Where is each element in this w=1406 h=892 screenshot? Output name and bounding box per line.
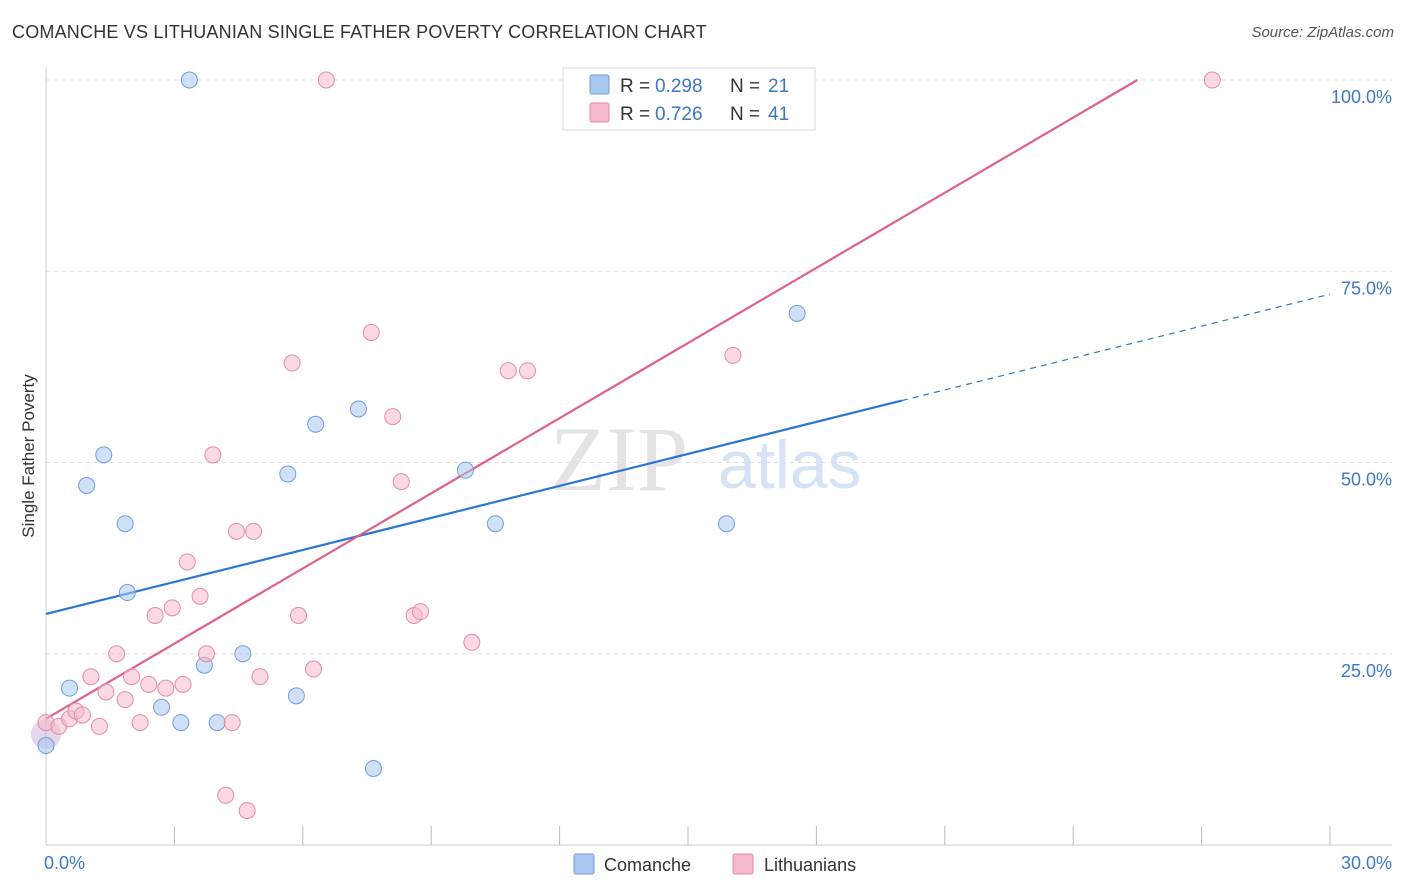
lithuanians-point bbox=[204, 446, 222, 464]
lithuanians-point bbox=[362, 323, 380, 341]
lithuanians-point bbox=[178, 553, 196, 571]
data-points bbox=[31, 71, 1221, 820]
bottom-legend-label-lithuanians: Lithuanians bbox=[764, 855, 856, 875]
legend-n-value-lithuanians: 41 bbox=[768, 104, 789, 125]
comanche-point bbox=[153, 698, 171, 716]
lithuanians-point bbox=[463, 633, 481, 651]
lithuanians-point bbox=[123, 668, 141, 686]
watermark-atlas: atlas bbox=[718, 427, 862, 503]
comanche-point bbox=[287, 687, 305, 705]
comanche-point bbox=[95, 446, 113, 464]
lithuanians-point bbox=[73, 706, 91, 724]
lithuanians-point bbox=[174, 675, 192, 693]
comanche-trend-extension bbox=[901, 293, 1331, 402]
lithuanians-point bbox=[163, 599, 181, 617]
lithuanians-point bbox=[227, 522, 245, 540]
comanche-point bbox=[456, 461, 474, 479]
comanche-point bbox=[78, 476, 96, 494]
lithuanians-point bbox=[251, 668, 269, 686]
lithuanians-point bbox=[140, 675, 158, 693]
comanche-point bbox=[364, 760, 382, 777]
lithuanians-point bbox=[157, 679, 175, 697]
lithuanians-point bbox=[146, 607, 164, 624]
lithuanians-point bbox=[223, 714, 241, 732]
legend-r-value-comanche: 0.298 bbox=[655, 76, 703, 97]
lithuanians-point bbox=[724, 346, 742, 364]
comanche-point bbox=[486, 515, 504, 533]
lithuanians-point bbox=[217, 786, 235, 804]
comanche-point bbox=[37, 737, 55, 755]
lithuanians-point bbox=[191, 587, 209, 605]
legend-n-label-lithuanians: N = bbox=[730, 104, 760, 125]
bottom-legend-label-comanche: Comanche bbox=[604, 855, 691, 875]
lithuanians-point bbox=[283, 354, 301, 372]
lithuanians-point bbox=[384, 408, 402, 426]
comanche-point bbox=[208, 714, 226, 732]
top-legend: R = 0.298 N = 21 R = 0.726 N = 41 bbox=[562, 67, 816, 131]
y-tick-label: 25.0% bbox=[1341, 661, 1392, 681]
comanche-point bbox=[116, 515, 134, 533]
y-tick-label: 75.0% bbox=[1341, 278, 1392, 298]
lithuanians-point bbox=[305, 660, 322, 678]
lithuanians-point bbox=[519, 362, 536, 380]
lithuanians-point bbox=[317, 71, 335, 89]
legend-r-value-lithuanians: 0.726 bbox=[655, 104, 703, 125]
legend-r-label-comanche: R = bbox=[620, 76, 650, 97]
comanche-point bbox=[118, 584, 136, 602]
lithuanians-point bbox=[392, 473, 410, 491]
y-axis-title: Single Father Poverty bbox=[19, 374, 38, 538]
legend-swatch-lithuanians bbox=[589, 102, 610, 123]
comanche-point bbox=[172, 714, 190, 732]
bottom-legend-swatch-lithuanians bbox=[732, 853, 754, 875]
lithuanians-point bbox=[108, 645, 126, 663]
legend-swatch-comanche bbox=[589, 74, 610, 95]
gridlines bbox=[46, 79, 1392, 655]
lithuanians-point bbox=[116, 691, 134, 709]
x-tick-labels: 0.0% 30.0% bbox=[44, 853, 1392, 873]
trend-lines bbox=[45, 79, 1331, 720]
source-label: Source: ZipAtlas.com bbox=[1251, 24, 1394, 41]
comanche-point bbox=[307, 415, 325, 433]
lithuanians-point bbox=[97, 683, 115, 701]
comanche-point bbox=[279, 465, 297, 483]
lithuanians-point bbox=[82, 668, 100, 686]
comanche-trend-line bbox=[45, 399, 903, 616]
lithuanians-point bbox=[245, 522, 263, 540]
comanche-point bbox=[349, 400, 367, 418]
legend-n-label-comanche: N = bbox=[730, 76, 760, 97]
lithuanians-point bbox=[499, 362, 517, 380]
comanche-point bbox=[180, 71, 198, 89]
lithuanians-point bbox=[131, 714, 149, 732]
comanche-point bbox=[788, 304, 806, 322]
y-tick-labels: 25.0% 50.0% 75.0% 100.0% bbox=[1331, 87, 1392, 681]
legend-r-label-lithuanians: R = bbox=[620, 104, 650, 125]
x-tick-label: 0.0% bbox=[44, 853, 85, 873]
lithuanians-point bbox=[238, 802, 256, 820]
lithuanians-point bbox=[198, 645, 215, 663]
lithuanians-point bbox=[1203, 71, 1221, 89]
y-tick-label: 100.0% bbox=[1331, 87, 1392, 107]
y-tick-label: 50.0% bbox=[1341, 470, 1392, 490]
lithuanians-trend-line bbox=[45, 79, 1138, 720]
comanche-point bbox=[61, 679, 79, 697]
lithuanians-point bbox=[290, 607, 308, 624]
lithuanians-point bbox=[91, 717, 108, 735]
legend-n-value-comanche: 21 bbox=[768, 76, 789, 97]
x-tick-label: 30.0% bbox=[1341, 853, 1392, 873]
bottom-legend-swatch-comanche bbox=[573, 853, 595, 875]
bottom-legend: Comanche Lithuanians bbox=[573, 853, 856, 875]
lithuanians-point bbox=[412, 603, 429, 621]
chart-title: COMANCHE VS LITHUANIAN SINGLE FATHER POV… bbox=[12, 22, 707, 42]
comanche-point bbox=[718, 515, 736, 533]
comanche-point bbox=[234, 645, 252, 663]
